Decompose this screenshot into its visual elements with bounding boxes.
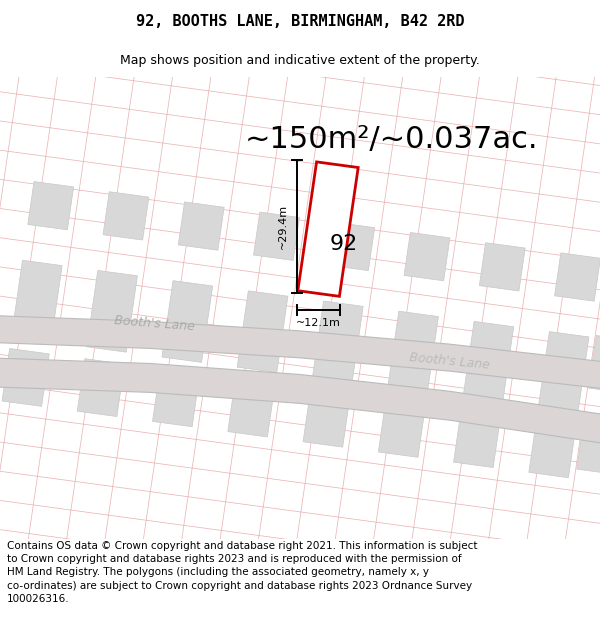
Polygon shape (577, 417, 600, 474)
Polygon shape (169, 617, 213, 625)
Polygon shape (404, 232, 450, 281)
Polygon shape (529, 420, 576, 478)
Text: ~29.4m: ~29.4m (278, 204, 287, 249)
Polygon shape (454, 409, 501, 468)
Polygon shape (538, 332, 589, 413)
Text: Map shows position and indicative extent of the property.: Map shows position and indicative extent… (120, 54, 480, 67)
Text: ~12.1m: ~12.1m (296, 319, 341, 329)
Polygon shape (237, 291, 288, 372)
Polygon shape (11, 260, 62, 342)
Polygon shape (379, 399, 425, 458)
Text: 92, BOOTHS LANE, BIRMINGHAM, B42 2RD: 92, BOOTHS LANE, BIRMINGHAM, B42 2RD (136, 14, 464, 29)
Polygon shape (303, 389, 350, 447)
Polygon shape (152, 369, 200, 427)
Polygon shape (298, 162, 358, 296)
Polygon shape (316, 617, 361, 625)
Polygon shape (28, 181, 74, 230)
Polygon shape (228, 379, 275, 437)
Polygon shape (103, 192, 149, 240)
Polygon shape (589, 336, 600, 393)
Polygon shape (554, 253, 600, 301)
Polygon shape (329, 222, 374, 271)
Text: Booth's Lane: Booth's Lane (114, 314, 196, 333)
Polygon shape (0, 358, 600, 442)
Polygon shape (0, 316, 600, 388)
Polygon shape (254, 212, 299, 261)
Polygon shape (178, 202, 224, 250)
Polygon shape (86, 271, 137, 352)
Polygon shape (77, 359, 125, 416)
Polygon shape (94, 606, 138, 625)
Text: 92: 92 (330, 234, 358, 254)
Polygon shape (313, 301, 363, 382)
Polygon shape (479, 242, 525, 291)
Text: ~150m²/~0.037ac.: ~150m²/~0.037ac. (245, 125, 539, 154)
Polygon shape (18, 596, 62, 625)
Polygon shape (388, 311, 439, 393)
Polygon shape (2, 349, 49, 406)
Text: Booth's Lane: Booth's Lane (409, 351, 491, 371)
Polygon shape (463, 321, 514, 403)
Text: Contains OS data © Crown copyright and database right 2021. This information is : Contains OS data © Crown copyright and d… (7, 541, 478, 604)
Polygon shape (162, 281, 212, 362)
